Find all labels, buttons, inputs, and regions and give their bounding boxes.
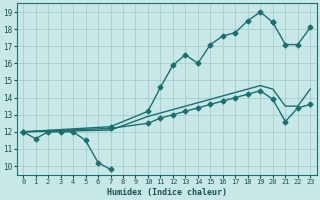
- X-axis label: Humidex (Indice chaleur): Humidex (Indice chaleur): [107, 188, 227, 197]
